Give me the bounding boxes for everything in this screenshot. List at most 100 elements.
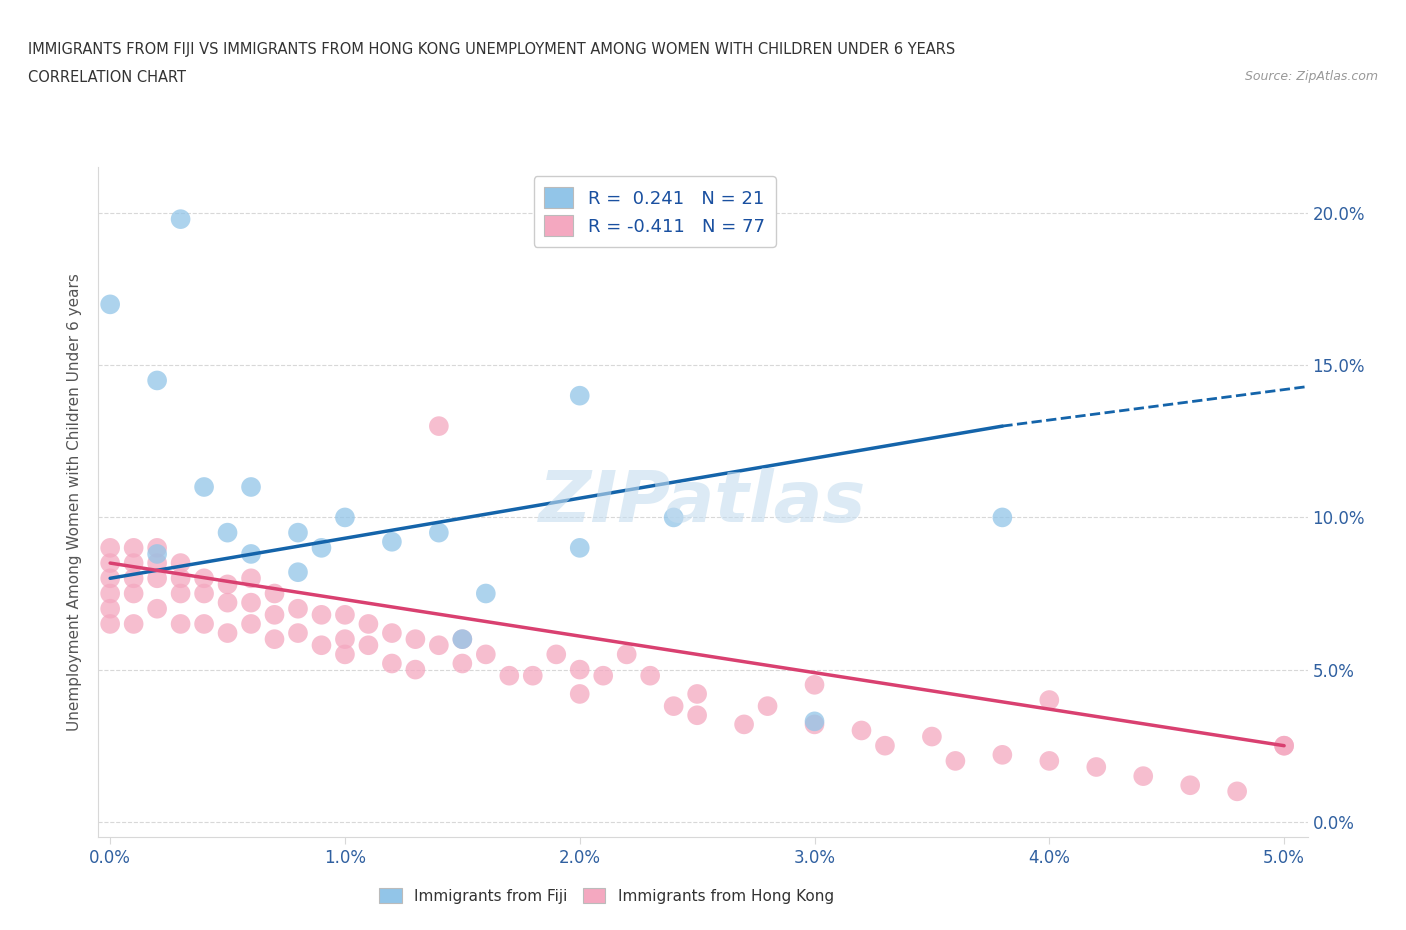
Point [240,547,263,562]
Point [404,631,426,646]
Point [98,571,121,586]
Point [427,418,450,433]
Point [873,738,896,753]
Point [311,607,333,622]
Point [122,617,145,631]
Point [193,617,215,631]
Point [146,555,169,570]
Point [803,717,825,732]
Point [686,708,709,723]
Point [381,626,404,641]
Point [240,571,263,586]
Point [546,647,568,662]
Point [1272,738,1295,753]
Point [287,626,309,641]
Point [1085,760,1108,775]
Point [475,647,498,662]
Point [122,540,145,555]
Point [122,555,145,570]
Point [381,656,404,671]
Point [287,565,309,579]
Point [98,297,121,312]
Point [1272,738,1295,753]
Point [592,669,614,684]
Point [404,662,426,677]
Point [240,480,263,495]
Point [169,555,191,570]
Point [498,669,520,684]
Point [193,480,215,495]
Point [287,602,309,617]
Point [638,669,661,684]
Point [756,698,779,713]
Text: Source: ZipAtlas.com: Source: ZipAtlas.com [1244,70,1378,83]
Point [451,631,474,646]
Point [357,617,380,631]
Point [169,586,191,601]
Point [733,717,755,732]
Point [333,647,356,662]
Point [803,714,825,729]
Point [193,571,215,586]
Point [451,631,474,646]
Point [146,571,169,586]
Point [921,729,943,744]
Point [98,617,121,631]
Point [568,662,591,677]
Point [193,586,215,601]
Point [146,540,169,555]
Point [217,525,239,540]
Point [263,586,285,601]
Point [98,540,121,555]
Point [217,595,239,610]
Point [240,595,263,610]
Point [662,698,685,713]
Point [311,638,333,653]
Point [333,607,356,622]
Point [991,748,1014,763]
Point [122,571,145,586]
Point [98,602,121,617]
Point [522,669,544,684]
Point [263,631,285,646]
Point [263,607,285,622]
Text: IMMIGRANTS FROM FIJI VS IMMIGRANTS FROM HONG KONG UNEMPLOYMENT AMONG WOMEN WITH : IMMIGRANTS FROM FIJI VS IMMIGRANTS FROM … [28,42,955,57]
Point [217,626,239,641]
Point [803,677,825,692]
Text: ZIPatlas: ZIPatlas [540,468,866,537]
Point [568,540,591,555]
Point [146,373,169,388]
Point [1180,777,1202,792]
Point [662,510,685,525]
Point [1038,693,1060,708]
Point [333,631,356,646]
Point [1038,753,1060,768]
Point [169,617,191,631]
Point [169,571,191,586]
Point [851,723,873,737]
Y-axis label: Unemployment Among Women with Children Under 6 years: Unemployment Among Women with Children U… [67,273,83,731]
Point [122,586,145,601]
Point [146,547,169,562]
Point [333,510,356,525]
Point [311,540,333,555]
Point [1226,784,1249,799]
Point [991,510,1014,525]
Point [357,638,380,653]
Point [945,753,967,768]
Text: CORRELATION CHART: CORRELATION CHART [28,70,186,85]
Point [568,388,591,403]
Point [240,617,263,631]
Point [427,638,450,653]
Point [98,586,121,601]
Point [98,555,121,570]
Point [451,656,474,671]
Point [287,525,309,540]
Point [169,212,191,227]
Point [568,686,591,701]
Point [427,525,450,540]
Point [217,577,239,591]
Legend: Immigrants from Fiji, Immigrants from Hong Kong: Immigrants from Fiji, Immigrants from Ho… [373,882,839,910]
Point [616,647,638,662]
Point [381,535,404,550]
